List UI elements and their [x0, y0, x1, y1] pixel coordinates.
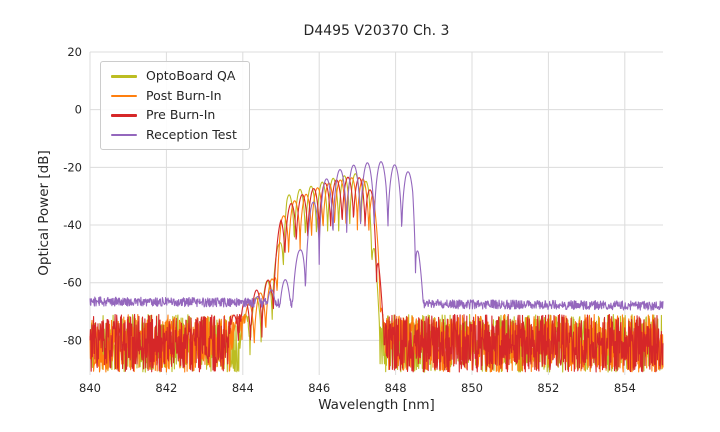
legend-item: Pre Burn-In [111, 107, 237, 122]
x-tick-label: 844 [232, 381, 254, 395]
y-tick-label: -80 [63, 333, 82, 347]
series-line-reception-test [89, 161, 664, 311]
legend-label: Reception Test [146, 126, 237, 142]
legend-line-swatch [111, 75, 137, 78]
x-tick-label: 850 [461, 381, 483, 395]
legend-item: Post Burn-In [111, 87, 237, 103]
legend-label: OptoBoard QA [146, 68, 236, 83]
y-tick-label: -60 [63, 276, 82, 290]
x-tick-label: 852 [537, 381, 559, 395]
legend-item: Reception Test [111, 126, 237, 142]
x-tick-label: 854 [614, 381, 636, 395]
x-tick-label: 840 [79, 381, 101, 395]
x-tick-label: 842 [155, 381, 177, 395]
x-tick-label: 848 [385, 381, 407, 395]
legend-item: OptoBoard QA [111, 68, 237, 83]
series-line-pre-burn-in [89, 176, 664, 373]
y-tick-label: 0 [75, 103, 82, 117]
legend-line-swatch [111, 114, 137, 117]
y-tick-label: 20 [67, 45, 82, 59]
x-tick-label: 846 [308, 381, 330, 395]
legend-line-swatch [111, 94, 137, 97]
y-tick-label: -20 [63, 160, 82, 174]
legend: OptoBoard QA Post Burn-In Pre Burn-In Recep… [100, 61, 250, 150]
legend-label: Post Burn-In [146, 87, 222, 103]
chart-title: D4495 V20370 Ch. 3 [303, 23, 450, 39]
x-axis-label: Wavelength [nm] [318, 397, 435, 413]
legend-label: Pre Burn-In [146, 107, 216, 122]
y-tick-label: -40 [63, 218, 82, 232]
y-axis-label: Optical Power [dB] [36, 150, 52, 276]
legend-line-swatch [111, 133, 137, 136]
